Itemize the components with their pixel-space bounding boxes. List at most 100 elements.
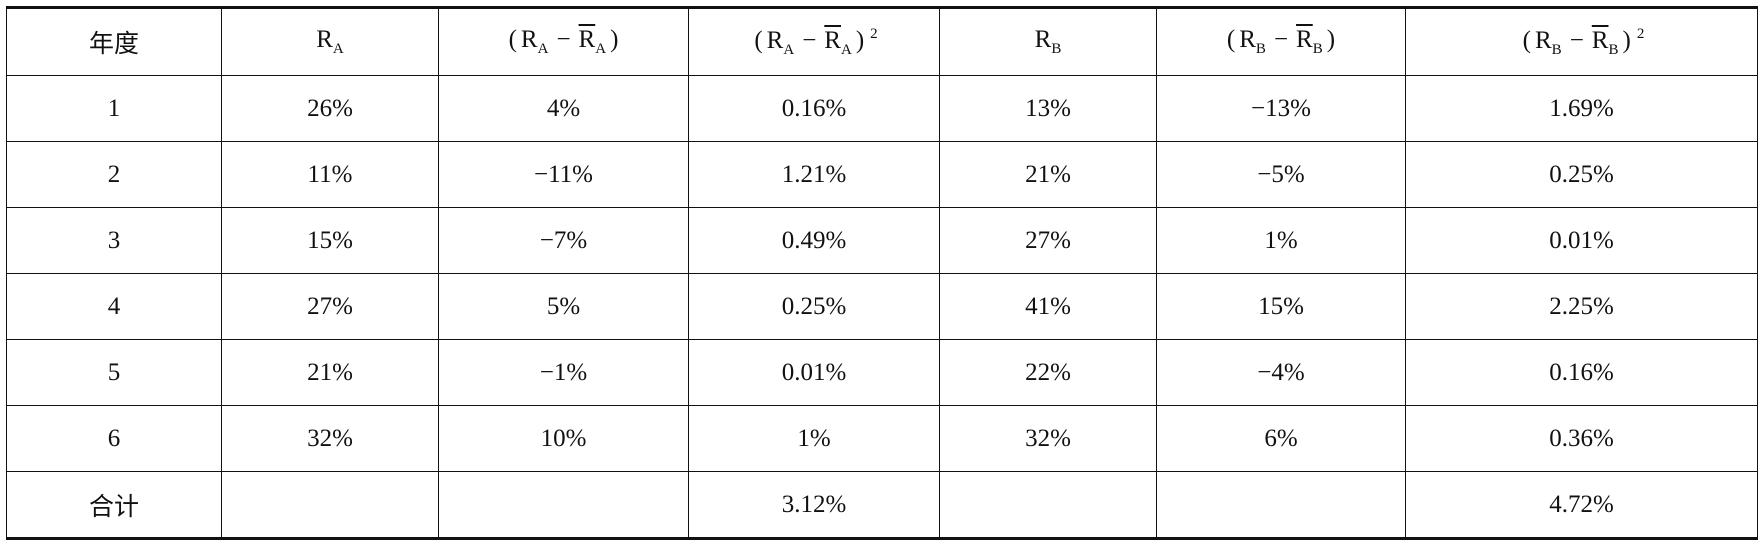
cell-text: 0.01% xyxy=(781,358,847,386)
cell-text: −1% xyxy=(539,358,588,386)
cell-text: 3 xyxy=(107,226,121,254)
table-cell: 5 xyxy=(6,339,222,406)
header-text: A xyxy=(595,41,607,57)
table-row: 5 21% −1% 0.01% 22% −4% 0.16% xyxy=(6,339,1758,406)
header-text: R xyxy=(766,26,784,54)
table-row: 2 11% −11% 1.21% 21% −5% 0.25% xyxy=(6,141,1758,208)
table-cell: 2 xyxy=(6,141,222,208)
table-cell: 1.69% xyxy=(1405,75,1758,142)
header-text: R xyxy=(1296,26,1313,53)
table-cell: 15% xyxy=(221,207,439,274)
header-text: − xyxy=(556,26,571,53)
cell-text: −5% xyxy=(1257,160,1305,188)
table-cell: 41% xyxy=(939,273,1157,340)
cell-text: 32% xyxy=(1025,424,1071,452)
table-cell: 5% xyxy=(438,273,689,340)
header-text: ) xyxy=(1622,26,1631,54)
cell-text: 合计 xyxy=(88,493,139,521)
cell-text: 4 xyxy=(107,292,121,320)
cell-text: 5 xyxy=(107,358,121,386)
cell-text: 22% xyxy=(1025,358,1071,386)
header-text: R xyxy=(1591,26,1609,54)
table-container: 年度 RA(RA − RA)(RA − RA) 2 RB(RB − RB)(RB − RB) 2 1 26… xyxy=(6,6,1758,540)
cell-text: 15% xyxy=(307,226,353,254)
cell-text: 0.36% xyxy=(1549,424,1614,452)
table-cell: 2.25% xyxy=(1405,273,1758,340)
table-cell: 0.16% xyxy=(1405,339,1758,406)
cell-text: 3.12% xyxy=(781,490,847,518)
header-row: 年度 RA(RA − RA)(RA − RA) 2 RB(RB − RB)(RB − RB) 2 xyxy=(6,6,1758,76)
header-text: R xyxy=(316,26,333,53)
cell-text: 2.25% xyxy=(1549,292,1614,320)
header-text: − xyxy=(1273,26,1289,53)
cell-text: 1% xyxy=(1264,226,1298,254)
table-cell: 26% xyxy=(221,75,439,142)
table-cell: 10% xyxy=(438,405,689,472)
table-cell: −1% xyxy=(438,339,689,406)
table-cell xyxy=(438,471,689,540)
cell-text: 26% xyxy=(307,94,353,122)
table-cell: 4.72% xyxy=(1405,471,1758,540)
table-cell: 32% xyxy=(939,405,1157,472)
cell-text: 32% xyxy=(307,424,353,452)
table-cell: 21% xyxy=(221,339,439,406)
cell-text: 2 xyxy=(107,160,121,188)
table-cell: −5% xyxy=(1156,141,1406,208)
header-cell: (RA − RA) 2 xyxy=(688,6,940,76)
table-cell: 6% xyxy=(1156,405,1406,472)
header-text: R xyxy=(578,26,596,53)
header-text: A xyxy=(840,41,852,58)
table-cell: 13% xyxy=(939,75,1157,142)
cell-text: 21% xyxy=(307,358,353,386)
table-cell: 0.25% xyxy=(688,273,940,340)
cell-text: 27% xyxy=(307,292,353,320)
table-cell: 1% xyxy=(688,405,940,472)
table-cell: 0.01% xyxy=(688,339,940,406)
cell-text: 0.49% xyxy=(781,226,847,254)
header-text: 年度 xyxy=(88,31,139,58)
cell-text: 13% xyxy=(1025,94,1071,122)
header-text: ) xyxy=(610,26,619,53)
header-text: 2 xyxy=(1636,25,1645,42)
header-text: R xyxy=(1534,26,1552,54)
table-row: 1 26% 4% 0.16% 13% −13% 1.69% xyxy=(6,75,1758,142)
table-cell: 1 xyxy=(6,75,222,142)
table-cell: 0.01% xyxy=(1405,207,1758,274)
cell-text: 4% xyxy=(546,94,581,122)
header-text: ( xyxy=(508,26,517,53)
cell-text: 5% xyxy=(546,292,581,320)
cell-text: 1 xyxy=(107,94,121,122)
header-text: ) xyxy=(855,26,865,54)
header-text: B xyxy=(1051,41,1062,57)
cell-text: 0.16% xyxy=(781,94,847,122)
table-cell xyxy=(221,471,439,540)
cell-text: 4.72% xyxy=(1549,490,1614,518)
cell-text: −4% xyxy=(1257,358,1305,386)
cell-text: −7% xyxy=(539,226,588,254)
cell-text: 10% xyxy=(540,424,587,452)
table-cell: 1% xyxy=(1156,207,1406,274)
header-text: A xyxy=(783,41,795,58)
cell-text: 0.25% xyxy=(1549,160,1614,188)
header-cell: (RB − RB) xyxy=(1156,6,1406,76)
table-header: 年度 RA(RA − RA)(RA − RA) 2 RB(RB − RB)(RB − RB) 2 xyxy=(6,6,1758,76)
table-cell xyxy=(1156,471,1406,540)
header-text: B xyxy=(1312,41,1323,57)
cell-text: 6 xyxy=(107,424,121,452)
table-row: 6 32% 10% 1% 32% 6% 0.36% xyxy=(6,405,1758,472)
header-text: R xyxy=(520,26,538,53)
header-cell: RB xyxy=(939,6,1157,76)
header-cell: (RA − RA) xyxy=(438,6,689,76)
cell-text: 1% xyxy=(797,424,831,452)
cell-text: 0.16% xyxy=(1549,358,1614,386)
table-cell: 4 xyxy=(6,273,222,340)
cell-text: 1.69% xyxy=(1549,94,1614,122)
table-cell: 1.21% xyxy=(688,141,940,208)
header-text: B xyxy=(1608,41,1619,58)
header-text: A xyxy=(332,41,344,57)
header-text: A xyxy=(537,41,549,57)
header-text: B xyxy=(1551,41,1562,58)
table-cell: 6 xyxy=(6,405,222,472)
table-cell: 3 xyxy=(6,207,222,274)
